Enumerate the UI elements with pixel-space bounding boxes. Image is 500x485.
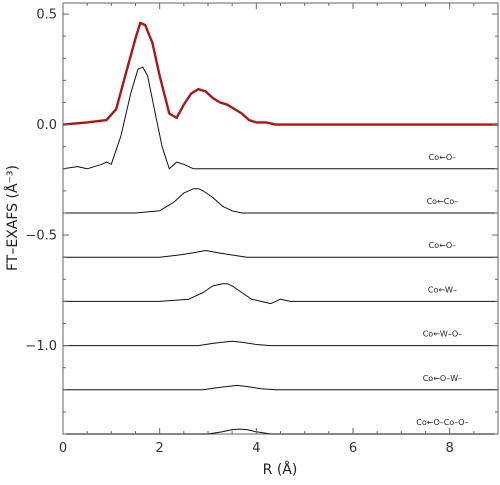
series-label: Co←O– (429, 153, 456, 162)
path-labels-layer: Co←O– Co←Co– Co←O– Co←W– Co←W–O– Co←O–W– Co←O–… (416, 153, 468, 427)
ticks-layer: 0 2 4 6 8 0.5 0.0 −0.5 −1.0 (25, 3, 499, 456)
y-tick-label: 0.5 (36, 8, 57, 23)
x-tick-label: 0 (59, 441, 67, 456)
series-line-path-1 (63, 66, 498, 170)
x-tick-label: 4 (252, 441, 260, 456)
series-line-total (63, 21, 498, 126)
series-line-path-6 (63, 384, 498, 391)
series-line-path-3 (63, 250, 498, 258)
series-line-path-5 (63, 340, 498, 347)
series-layer (63, 21, 498, 435)
series-line-path-4 (63, 283, 498, 305)
y-tick-label: −1.0 (25, 339, 57, 354)
series-label: Co←O–W– (423, 374, 462, 383)
series-label: Co←O–Co–O– (416, 418, 468, 427)
series-label: Co←O– (429, 241, 456, 250)
series-line-path-7 (63, 428, 498, 435)
y-tick-label: 0.0 (36, 118, 57, 133)
y-tick-label: −0.5 (25, 229, 57, 244)
x-tick-label: 6 (349, 441, 357, 456)
x-tick-label: 8 (446, 441, 454, 456)
series-label: Co←Co– (427, 197, 459, 206)
series-label: Co←W– (428, 285, 457, 294)
x-tick-label: 2 (156, 441, 164, 456)
series-line-path-2 (63, 188, 498, 214)
series-label: Co←W–O– (423, 330, 462, 339)
x-axis-title: R (Å) (263, 461, 298, 478)
y-axis-title: FT–EXAFS (Å⁻³) (4, 165, 21, 271)
